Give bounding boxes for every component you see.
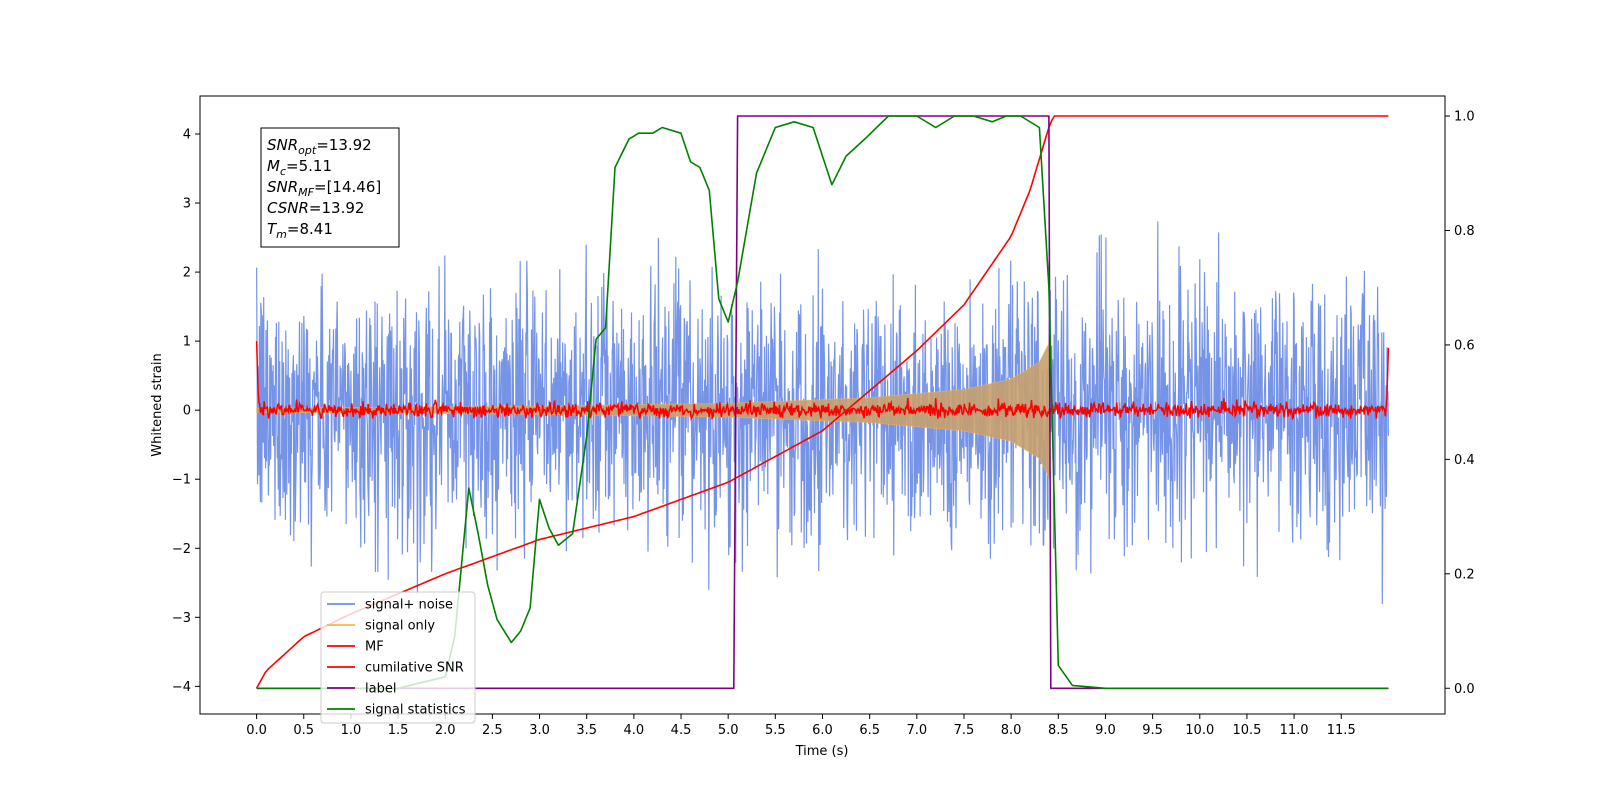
legend-label: MF xyxy=(365,640,384,655)
x-tick-label: 2.0 xyxy=(435,723,456,738)
x-tick-label: 11.5 xyxy=(1327,723,1356,738)
y-right-tick-label: 0.8 xyxy=(1454,224,1475,239)
legend: signal+ noise signal only MF cumilative SNR… xyxy=(320,591,476,724)
y-left-tick-label: −3 xyxy=(172,611,191,626)
y-left-tick-label: 3 xyxy=(183,197,191,212)
x-tick-label: 1.5 xyxy=(388,723,409,738)
x-tick-label: 5.0 xyxy=(718,723,739,738)
annotation-frame xyxy=(260,127,400,248)
y-right-tick-label: 0.6 xyxy=(1454,338,1475,353)
x-tick-label: 10.5 xyxy=(1232,723,1261,738)
x-tick-label: 7.5 xyxy=(954,723,975,738)
x-tick-label: 9.0 xyxy=(1095,723,1116,738)
annotation-line: Mc=5.11 xyxy=(267,157,332,178)
x-axis-label: Time (s) xyxy=(795,744,849,759)
x-tick-label: 11.0 xyxy=(1280,723,1309,738)
annotation-line: SNRMF=[14.46] xyxy=(267,178,381,199)
y-left-tick-label: 4 xyxy=(183,127,191,142)
y-right-tick-label: 1.0 xyxy=(1454,110,1475,125)
x-tick-label: 7.0 xyxy=(906,723,927,738)
x-tick-label: 3.0 xyxy=(529,723,550,738)
y-right-tick-label: 0.0 xyxy=(1454,682,1475,697)
y-right-tick-label: 0.4 xyxy=(1454,453,1475,468)
mf-line xyxy=(255,341,1390,422)
mf-series xyxy=(255,341,1390,422)
legend-label: cumilative SNR xyxy=(365,661,464,676)
y-left-tick-label: −2 xyxy=(172,542,191,557)
x-tick-label: 2.5 xyxy=(482,723,503,738)
x-tick-label: 0.5 xyxy=(293,723,314,738)
x-tick-label: 4.5 xyxy=(671,723,692,738)
x-tick-label: 0.0 xyxy=(246,723,267,738)
signal-noise-series xyxy=(256,221,1389,605)
signal-noise-line xyxy=(256,221,1389,605)
x-tick-label: 3.5 xyxy=(576,723,597,738)
legend-frame xyxy=(320,591,476,724)
y-left-tick-label: −4 xyxy=(172,680,191,695)
y-axis-left: −4 −3 −2 −1 0 1 2 3 4 xyxy=(172,127,200,695)
legend-label: signal only xyxy=(365,619,435,634)
x-tick-label: 5.5 xyxy=(765,723,786,738)
x-tick-label: 10.0 xyxy=(1185,723,1214,738)
x-axis: 0.0 0.5 1.0 1.5 2.0 2.5 3.0 3.5 4.0 4.5 5.0 5.5 6.0 6… xyxy=(246,714,1356,738)
x-tick-label: 9.5 xyxy=(1142,723,1163,738)
annotation-line: Tm=8.41 xyxy=(267,220,333,241)
y-axis-right: 0.0 0.2 0.4 0.6 0.8 1.0 xyxy=(1445,110,1475,697)
plot-area xyxy=(255,115,1390,690)
legend-label: signal statistics xyxy=(365,703,466,718)
x-tick-label: 8.5 xyxy=(1048,723,1069,738)
x-tick-label: 4.0 xyxy=(624,723,645,738)
legend-label: signal+ noise xyxy=(365,598,453,613)
cumilative-snr-series xyxy=(255,115,1389,689)
x-tick-label: 6.0 xyxy=(812,723,833,738)
signal-statistics-line xyxy=(256,115,1389,690)
y-left-tick-label: 0 xyxy=(183,404,191,419)
x-tick-label: 1.0 xyxy=(341,723,362,738)
annotation-line: SNRopt=13.92 xyxy=(267,136,372,157)
signal-statistics-series xyxy=(256,115,1389,690)
y-axis-left-label: Whitened strain xyxy=(150,353,165,456)
y-left-tick-label: 2 xyxy=(183,266,191,281)
annotation-line: CSNR=13.92 xyxy=(267,199,364,217)
y-left-tick-label: −1 xyxy=(172,473,191,488)
x-tick-label: 6.5 xyxy=(859,723,880,738)
legend-label: label xyxy=(365,682,396,697)
cumilative-snr-line xyxy=(255,115,1389,689)
metrics-annotation-box: SNRopt=13.92Mc=5.11SNRMF=[14.46]CSNR=13.… xyxy=(260,127,400,248)
y-left-tick-label: 1 xyxy=(183,335,191,350)
y-right-tick-label: 0.2 xyxy=(1454,567,1475,582)
x-tick-label: 8.0 xyxy=(1001,723,1022,738)
